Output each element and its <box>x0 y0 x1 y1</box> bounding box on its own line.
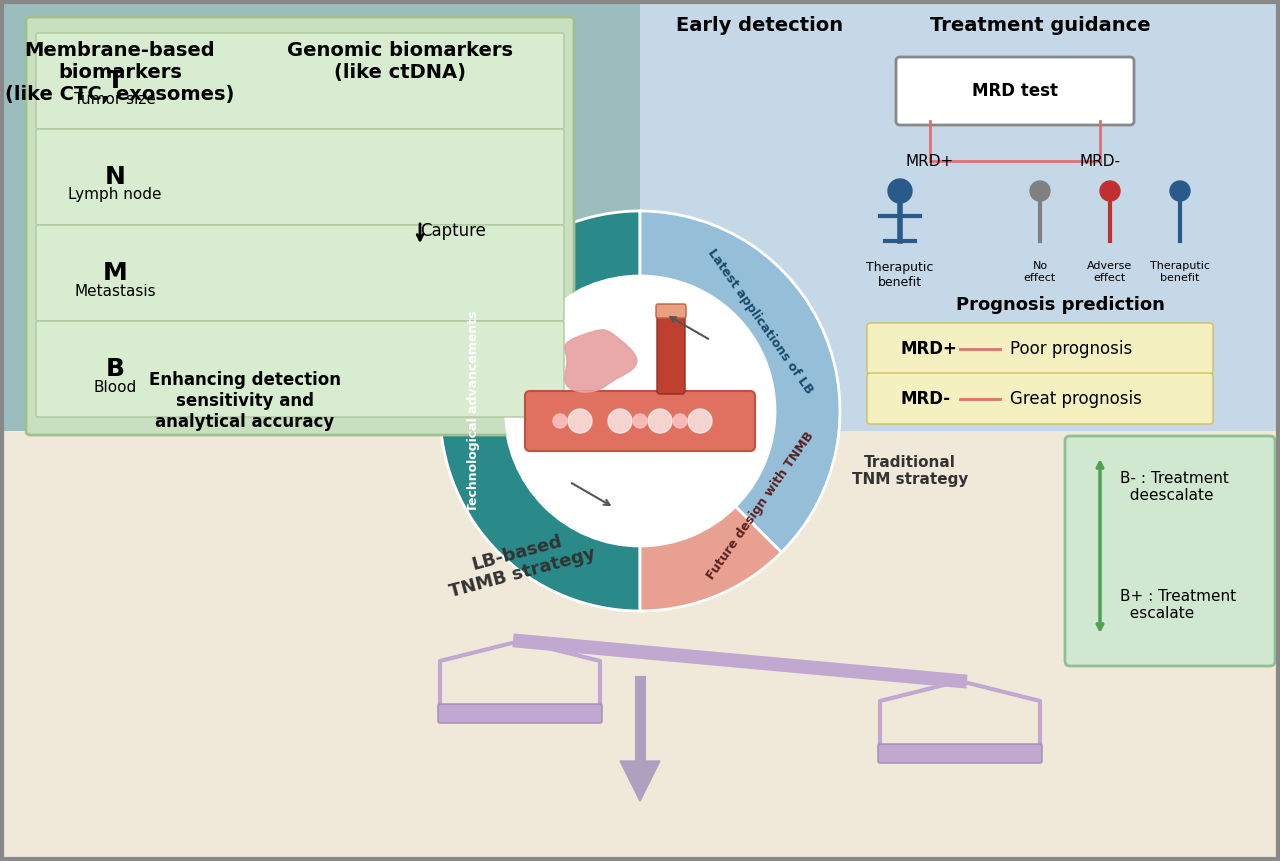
Text: Traditional
TNM strategy: Traditional TNM strategy <box>851 455 968 487</box>
Text: MRD-: MRD- <box>900 390 950 408</box>
Circle shape <box>608 409 632 433</box>
Text: Poor prognosis: Poor prognosis <box>1010 340 1133 358</box>
Text: Lymph node: Lymph node <box>68 188 161 202</box>
FancyBboxPatch shape <box>657 304 686 318</box>
Text: Theraputic
benefit: Theraputic benefit <box>1149 261 1210 282</box>
Text: Early detection: Early detection <box>676 16 844 35</box>
Wedge shape <box>640 211 840 553</box>
Text: Treatment guidance: Treatment guidance <box>929 16 1151 35</box>
Text: MRD+: MRD+ <box>900 340 957 358</box>
Text: T: T <box>106 69 123 93</box>
FancyBboxPatch shape <box>1065 436 1275 666</box>
Text: Latest applications of LB: Latest applications of LB <box>705 246 815 396</box>
FancyBboxPatch shape <box>896 57 1134 125</box>
Text: Adverse
effect: Adverse effect <box>1088 261 1133 282</box>
Text: LB-based
TNMB strategy: LB-based TNMB strategy <box>442 524 598 601</box>
Polygon shape <box>564 330 637 392</box>
Circle shape <box>1100 181 1120 201</box>
FancyBboxPatch shape <box>0 0 640 431</box>
FancyBboxPatch shape <box>36 321 564 417</box>
FancyBboxPatch shape <box>438 704 602 723</box>
Text: Tumor size: Tumor size <box>74 91 156 107</box>
Circle shape <box>648 409 672 433</box>
Text: B+ : Treatment
  escalate: B+ : Treatment escalate <box>1120 589 1236 621</box>
Wedge shape <box>440 211 640 611</box>
FancyBboxPatch shape <box>36 225 564 321</box>
Text: Theraputic
benefit: Theraputic benefit <box>867 261 933 289</box>
Text: B- : Treatment
  deescalate: B- : Treatment deescalate <box>1120 471 1229 504</box>
FancyBboxPatch shape <box>867 373 1213 424</box>
FancyBboxPatch shape <box>36 33 564 129</box>
Text: B: B <box>105 357 124 381</box>
FancyBboxPatch shape <box>640 431 1280 861</box>
Text: Prognosis prediction: Prognosis prediction <box>956 296 1165 314</box>
Text: M: M <box>102 261 128 285</box>
FancyBboxPatch shape <box>26 17 573 435</box>
Circle shape <box>689 409 712 433</box>
Text: Capture: Capture <box>420 222 486 240</box>
Text: Great prognosis: Great prognosis <box>1010 390 1142 408</box>
FancyBboxPatch shape <box>0 431 640 861</box>
Circle shape <box>888 179 911 203</box>
FancyBboxPatch shape <box>867 323 1213 374</box>
Text: Future design with TNMB: Future design with TNMB <box>704 430 817 582</box>
Text: MRD-: MRD- <box>1079 153 1120 169</box>
FancyBboxPatch shape <box>657 308 685 394</box>
Circle shape <box>634 414 646 428</box>
FancyBboxPatch shape <box>878 744 1042 763</box>
Text: MRD+: MRD+ <box>906 153 954 169</box>
Text: Blood: Blood <box>93 380 137 394</box>
Text: MRD test: MRD test <box>972 82 1059 100</box>
Circle shape <box>1170 181 1190 201</box>
Circle shape <box>553 414 567 428</box>
Text: N: N <box>105 165 125 189</box>
FancyBboxPatch shape <box>525 391 755 451</box>
Text: Genomic biomarkers
(like ctDNA): Genomic biomarkers (like ctDNA) <box>287 41 513 82</box>
Wedge shape <box>640 506 781 611</box>
Text: Membrane-based
biomarkers
(like CTC, exosomes): Membrane-based biomarkers (like CTC, exo… <box>5 41 234 104</box>
Text: Metastasis: Metastasis <box>74 283 156 299</box>
Circle shape <box>506 276 774 546</box>
Circle shape <box>568 409 591 433</box>
Text: No
effect: No effect <box>1024 261 1056 282</box>
Circle shape <box>673 414 687 428</box>
Text: Technological advancements: Technological advancements <box>466 310 480 511</box>
Circle shape <box>1030 181 1050 201</box>
FancyBboxPatch shape <box>36 129 564 225</box>
Polygon shape <box>620 761 660 801</box>
FancyBboxPatch shape <box>640 0 1280 431</box>
Text: Enhancing detection
sensitivity and
analytical accuracy: Enhancing detection sensitivity and anal… <box>148 371 340 430</box>
